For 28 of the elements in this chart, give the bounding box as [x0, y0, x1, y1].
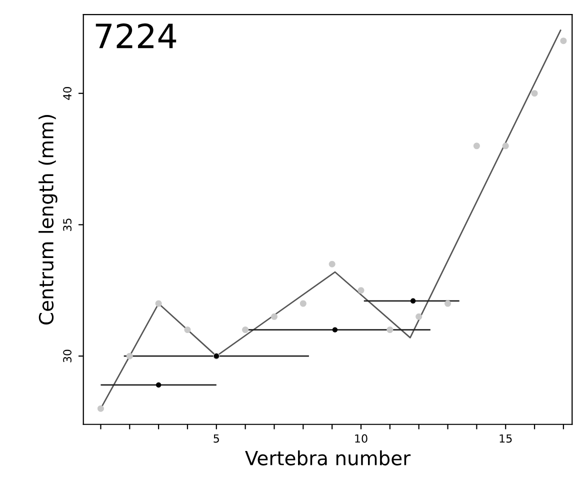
- x-axis-title: Vertebra number: [245, 450, 411, 466]
- point: [416, 313, 422, 320]
- point: [386, 326, 394, 334]
- point: [332, 327, 338, 332]
- x-tick-label: 15: [500, 434, 512, 443]
- x-tick-label: 5: [214, 434, 219, 443]
- point: [300, 300, 306, 307]
- point: [328, 260, 336, 268]
- y-tick-label: 35: [63, 218, 72, 231]
- y-axis-title: Centrum length (mm): [38, 115, 58, 324]
- x-tick-label: 10: [355, 434, 368, 443]
- point: [410, 298, 416, 304]
- point: [358, 287, 364, 294]
- point: [156, 382, 162, 388]
- point: [155, 300, 162, 307]
- point: [560, 38, 567, 44]
- point: [97, 405, 104, 412]
- point: [242, 326, 249, 334]
- point: [126, 352, 133, 360]
- annotation: 7224: [96, 23, 176, 48]
- point: [444, 300, 452, 307]
- point: [502, 142, 509, 150]
- point: [184, 326, 191, 334]
- y-tick-label: 40: [63, 87, 72, 100]
- y-tick-label: 30: [63, 350, 72, 362]
- point: [531, 90, 538, 97]
- point: [473, 142, 480, 150]
- point: [270, 313, 278, 320]
